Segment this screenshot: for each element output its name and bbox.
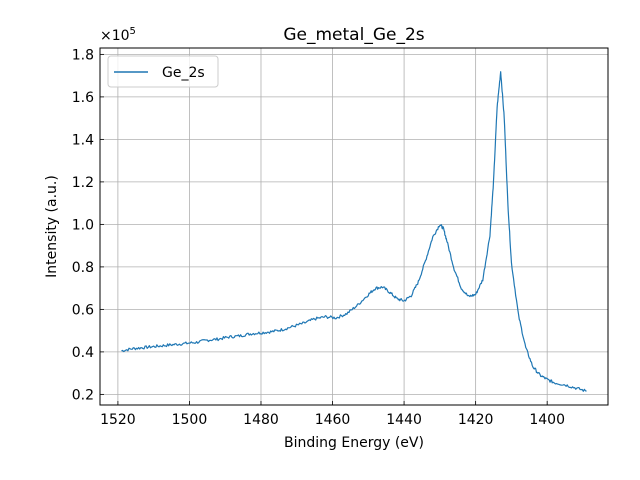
series-layer xyxy=(121,71,587,392)
x-tick-label: 1460 xyxy=(315,412,351,428)
legend: Ge_2s xyxy=(107,55,219,88)
y-tick-label: 1.4 xyxy=(72,132,94,148)
chart-title: Ge_metal_Ge_2s xyxy=(283,25,424,45)
y-tick-label: 0.6 xyxy=(72,302,94,318)
legend-entry: Ge_2s xyxy=(162,65,205,81)
grid xyxy=(100,48,608,405)
y-axis-multiplier-base: ×10 xyxy=(100,28,130,44)
y-tick-label: 0.2 xyxy=(72,387,94,403)
x-tick-label: 1440 xyxy=(386,412,422,428)
y-tick-label: 0.8 xyxy=(72,260,94,276)
x-tick-label: 1480 xyxy=(243,412,279,428)
x-tick-label: 1500 xyxy=(172,412,208,428)
y-tick-label: 1.6 xyxy=(72,90,94,106)
legend-box xyxy=(107,55,219,88)
ticks: 1520 1500 1480 1460 1440 1420 1400 0.2 0.4 0.6 0.8… xyxy=(72,47,565,428)
y-tick-label: 0.4 xyxy=(72,345,94,361)
y-axis-multiplier: ×105 xyxy=(100,26,136,44)
y-axis-label: Intensity (a.u.) xyxy=(44,175,60,278)
y-axis-multiplier-exponent: 5 xyxy=(130,26,136,37)
series-line-ge-2s xyxy=(121,71,587,392)
y-tick-label: 1.2 xyxy=(72,175,94,191)
plot-area xyxy=(99,47,609,406)
x-tick-label: 1400 xyxy=(529,412,565,428)
x-axis-label: Binding Energy (eV) xyxy=(284,435,424,451)
y-tick-label: 1.0 xyxy=(72,217,94,233)
y-tick-label: 1.8 xyxy=(72,47,94,63)
x-tick-label: 1520 xyxy=(100,412,136,428)
x-tick-label: 1420 xyxy=(458,412,494,428)
